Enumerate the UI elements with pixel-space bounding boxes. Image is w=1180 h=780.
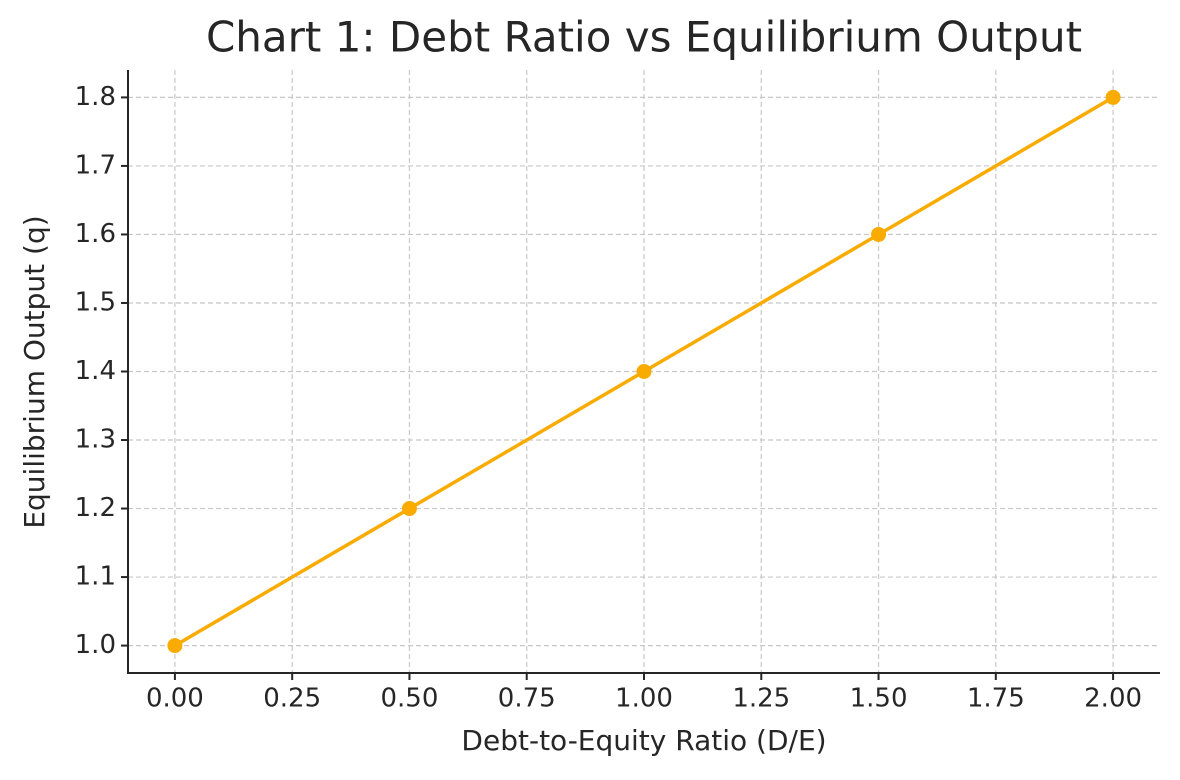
x-tick-label: 1.25 bbox=[732, 684, 790, 714]
y-tick-label: 1.8 bbox=[75, 82, 116, 112]
x-tick-label: 2.00 bbox=[1084, 684, 1142, 714]
y-tick-label: 1.3 bbox=[75, 425, 116, 455]
y-tick-label: 1.4 bbox=[75, 356, 116, 386]
plot-area bbox=[167, 89, 1121, 654]
x-tick-label: 0.00 bbox=[146, 684, 204, 714]
x-axis-label: Debt-to-Equity Ratio (D/E) bbox=[461, 724, 826, 757]
data-point bbox=[167, 638, 183, 654]
x-tick-label: 1.50 bbox=[850, 684, 908, 714]
data-point bbox=[1105, 89, 1121, 105]
x-tick-label: 0.50 bbox=[381, 684, 439, 714]
x-tick-label: 1.75 bbox=[967, 684, 1025, 714]
y-axis-label: Equilibrium Output (q) bbox=[18, 215, 51, 528]
y-tick-label: 1.0 bbox=[75, 630, 116, 660]
data-point bbox=[636, 364, 652, 379]
y-tick-label: 1.1 bbox=[75, 562, 116, 592]
y-tick-label: 1.6 bbox=[75, 219, 116, 249]
data-point bbox=[871, 226, 887, 242]
chart-title: Chart 1: Debt Ratio vs Equilibrium Outpu… bbox=[206, 13, 1082, 62]
y-tick-label: 1.7 bbox=[75, 150, 116, 180]
x-tick-label: 0.75 bbox=[498, 684, 556, 714]
y-tick-label: 1.5 bbox=[75, 287, 116, 317]
x-tick-label: 0.25 bbox=[263, 684, 321, 714]
x-tick-label: 1.00 bbox=[615, 684, 673, 714]
grid bbox=[128, 70, 1160, 673]
y-tick-label: 1.2 bbox=[75, 493, 116, 523]
data-point bbox=[401, 501, 417, 517]
